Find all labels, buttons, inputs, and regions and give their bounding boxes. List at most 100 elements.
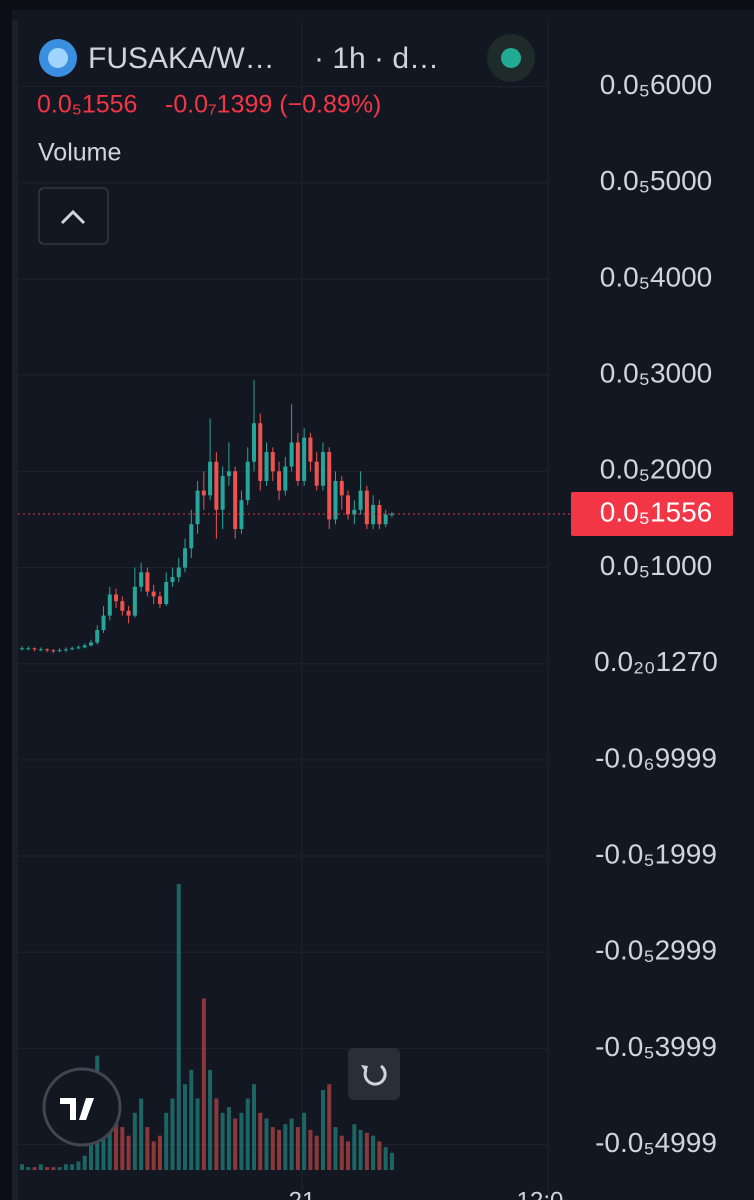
- last-price-tag: [571, 492, 733, 537]
- candle-body: [176, 567, 181, 578]
- top-bar: [0, 0, 754, 10]
- volume-bar: [364, 1132, 369, 1170]
- volume-bar: [132, 1112, 137, 1170]
- candle-body: [101, 615, 106, 631]
- y-tick-label: -0.0₅3999: [595, 1031, 717, 1062]
- candle-body: [295, 442, 300, 481]
- volume-bar: [214, 1098, 219, 1170]
- volume-bar: [20, 1164, 24, 1170]
- candle-body: [352, 509, 357, 515]
- volume-bar: [32, 1167, 37, 1170]
- candle-body: [302, 437, 307, 481]
- volume-bar: [308, 1129, 313, 1170]
- candle-body: [88, 642, 93, 646]
- candle-body: [76, 647, 81, 649]
- tv-logo[interactable]: [42, 1067, 122, 1147]
- pair-title[interactable]: FUSAKA/W…: [88, 42, 275, 75]
- volume-bar: [333, 1127, 338, 1170]
- reset-arrow: [361, 1065, 368, 1073]
- candle-body: [201, 490, 206, 496]
- volume-bar: [289, 1118, 294, 1170]
- candle-body: [95, 630, 100, 643]
- candle-body: [339, 480, 344, 496]
- candle-body: [320, 452, 325, 486]
- volume-bar: [176, 884, 181, 1170]
- volume-bar: [251, 1084, 256, 1170]
- y-tick-label: 0.0₅6000: [600, 69, 713, 100]
- candle-body: [189, 524, 194, 549]
- volume-bar: [226, 1107, 231, 1170]
- candle-body: [151, 591, 156, 597]
- x-tick-label: 21: [289, 1187, 316, 1200]
- candle-body: [245, 461, 250, 501]
- candle-body: [139, 572, 144, 587]
- volume-bar: [45, 1167, 50, 1170]
- volume-bar: [277, 1129, 282, 1170]
- volume-bar: [51, 1167, 56, 1170]
- volume-bar: [264, 1118, 269, 1170]
- candle-body: [233, 471, 238, 530]
- candle-body: [289, 442, 294, 467]
- candle-body: [164, 581, 169, 605]
- candle-body: [120, 601, 125, 611]
- volume-bar: [270, 1127, 275, 1170]
- volume-bar: [126, 1135, 131, 1170]
- volume-bar: [139, 1098, 144, 1170]
- candle-body: [270, 452, 275, 472]
- volume-bar: [189, 1069, 194, 1170]
- volume-bar: [233, 1118, 238, 1170]
- candle-body: [358, 490, 363, 510]
- volume-bar: [82, 1155, 87, 1170]
- candle-body: [26, 648, 31, 650]
- y-tick-label: 0.0₅3000: [600, 358, 713, 389]
- y-tick-label: 0.0₂₀1270: [594, 646, 718, 677]
- volume-bar: [38, 1164, 43, 1170]
- volume-bar: [114, 1118, 119, 1170]
- candle-body: [45, 649, 50, 651]
- reset-button[interactable]: [348, 1048, 400, 1100]
- candle-body: [132, 586, 137, 616]
- candle-body: [308, 437, 313, 462]
- candle-body: [327, 452, 332, 520]
- candle-body: [32, 648, 37, 650]
- candle-body: [214, 461, 219, 510]
- candle-body: [314, 461, 319, 486]
- volume-bar: [283, 1124, 288, 1170]
- candle-body: [145, 572, 150, 592]
- volume-bar: [76, 1161, 81, 1170]
- candle-body: [220, 476, 225, 510]
- volume-bar: [302, 1112, 307, 1170]
- y-tick-label: -0.0₅4999: [595, 1127, 717, 1158]
- volume-bar: [352, 1124, 357, 1170]
- left-border: [12, 20, 18, 1200]
- candle-body: [195, 490, 200, 525]
- volume-bar: [145, 1127, 150, 1170]
- candle-body: [283, 466, 288, 491]
- volume-bar: [201, 998, 206, 1170]
- candle-body: [126, 610, 131, 616]
- collapse-button[interactable]: [38, 187, 109, 245]
- volume-bar: [258, 1112, 263, 1170]
- volume-bar: [220, 1112, 225, 1170]
- volume-bar: [327, 1084, 332, 1170]
- candle-body: [170, 577, 175, 582]
- candle-body: [239, 500, 244, 530]
- coin-logo-inner: [48, 48, 68, 68]
- volume-bar: [164, 1112, 169, 1170]
- volume-bar: [63, 1164, 68, 1170]
- volume-bar: [371, 1135, 376, 1170]
- candle-body: [364, 490, 369, 525]
- volume-bar: [295, 1127, 300, 1170]
- plot-area: 21 12:0 0.0₅6000 0.0₅5000 0.0₅4000 0.0₅3000 0.…: [18, 20, 733, 1200]
- volume-bar: [389, 1152, 394, 1170]
- candle-body: [63, 649, 68, 651]
- indicator-label: Volume: [38, 139, 121, 167]
- volume-bar: [120, 1127, 125, 1170]
- volume-bar: [57, 1167, 62, 1170]
- volume-bar: [151, 1141, 156, 1170]
- interval[interactable]: · 1h · d…: [314, 42, 439, 75]
- volume-bar: [377, 1141, 382, 1170]
- candle-body: [82, 645, 87, 648]
- volume-bar: [314, 1135, 319, 1170]
